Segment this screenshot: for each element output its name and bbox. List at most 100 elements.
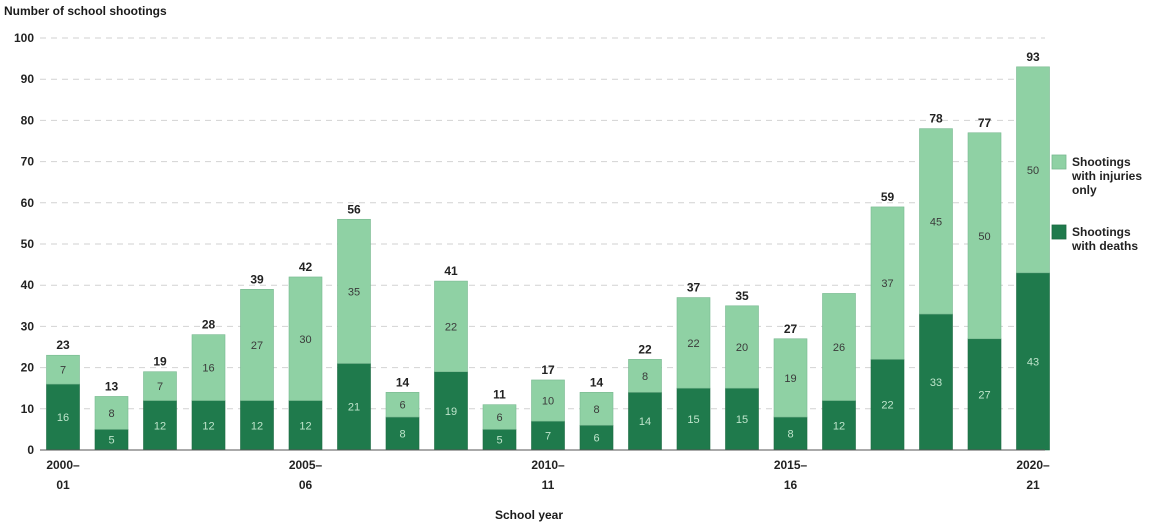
data-label-injuries: 50 xyxy=(1027,165,1039,177)
data-label-total: 41 xyxy=(444,264,458,278)
data-label-injuries: 26 xyxy=(833,342,845,354)
x-tick-label: 2020– xyxy=(1016,458,1050,472)
bar-group: 5 8 13 xyxy=(94,379,129,451)
bar-segment-deaths xyxy=(46,383,80,451)
y-tick-label: 80 xyxy=(21,113,35,127)
bar-group: 8 19 27 xyxy=(773,322,808,451)
data-label-deaths: 12 xyxy=(833,420,845,432)
data-label-total: 23 xyxy=(56,338,70,352)
bar-segment-injuries xyxy=(288,276,323,401)
bar-group: 6 8 14 xyxy=(579,375,614,451)
data-label-deaths: 16 xyxy=(57,412,69,424)
bar-segment-injuries xyxy=(919,128,953,315)
bar-segment-deaths xyxy=(191,400,226,451)
data-label-injuries: 8 xyxy=(108,408,114,420)
data-label-injuries: 37 xyxy=(881,278,893,290)
y-axis-title: Number of school shootings xyxy=(4,4,167,18)
data-label-total: 37 xyxy=(687,281,701,295)
bar-group: 7 10 17 xyxy=(531,363,565,451)
bar-segment-injuries xyxy=(482,404,517,430)
data-label-injuries: 10 xyxy=(542,396,554,408)
data-label-total: 14 xyxy=(396,375,410,389)
data-label-total: 22 xyxy=(638,342,652,356)
data-label-injuries: 7 xyxy=(157,381,163,393)
x-tick-label: 21 xyxy=(1026,478,1040,492)
data-label-injuries: 6 xyxy=(399,400,405,412)
data-label-deaths: 12 xyxy=(202,420,214,432)
data-label-deaths: 12 xyxy=(251,420,263,432)
bar-segment-deaths xyxy=(870,359,905,451)
data-label-injuries: 27 xyxy=(251,340,263,352)
data-label-total: 77 xyxy=(978,116,992,130)
bar-group: 12 30 42 xyxy=(288,260,323,451)
bar-segment-injuries xyxy=(337,218,371,364)
x-axis-ticks: 2000– 01 2005– 06 2010– 11 2015– 16 2020– 21 xyxy=(46,458,1050,492)
bar-segment-deaths xyxy=(288,400,323,451)
data-label-deaths: 5 xyxy=(108,435,114,447)
x-tick-label: 16 xyxy=(784,478,798,492)
data-label-injuries: 19 xyxy=(784,373,796,385)
x-axis-title: School year xyxy=(495,508,563,522)
bar-group: 12 16 28 xyxy=(191,318,226,451)
bar-group: 15 20 35 xyxy=(725,289,759,451)
data-label-deaths: 19 xyxy=(445,406,457,418)
data-label-deaths: 8 xyxy=(787,429,793,441)
bar-segment-deaths xyxy=(240,400,274,451)
y-tick-label: 100 xyxy=(14,31,34,45)
bar-segment-deaths xyxy=(337,363,371,451)
x-tick-label: 2000– xyxy=(46,458,80,472)
bar-segment-injuries xyxy=(531,379,565,422)
bar-group: 14 8 22 xyxy=(628,342,662,451)
data-label-injuries: 22 xyxy=(445,321,457,333)
bar-segment-injuries xyxy=(94,396,129,430)
y-tick-label: 30 xyxy=(21,319,35,333)
data-label-injuries: 16 xyxy=(202,363,214,375)
bar-group: 22 37 59 xyxy=(870,190,905,451)
data-label-total: 35 xyxy=(735,289,749,303)
bar-group: 12 27 39 xyxy=(240,272,274,451)
data-label-injuries: 45 xyxy=(930,216,942,228)
bar-group: 12 26 xyxy=(822,293,856,451)
data-label-total: 78 xyxy=(929,112,943,126)
data-label-deaths: 8 xyxy=(399,429,405,441)
bar-segment-deaths xyxy=(676,387,711,451)
data-label-injuries: 22 xyxy=(687,338,699,350)
data-label-injuries: 8 xyxy=(593,404,599,416)
bar-segment-deaths xyxy=(919,313,953,451)
data-label-deaths: 7 xyxy=(545,431,551,443)
data-label-total: 19 xyxy=(153,355,167,369)
bar-segment-injuries xyxy=(822,293,856,401)
data-label-total: 28 xyxy=(202,318,216,332)
data-label-total: 11 xyxy=(493,388,506,402)
data-label-total: 13 xyxy=(105,379,119,393)
y-tick-label: 90 xyxy=(21,72,35,86)
bar-segment-injuries xyxy=(725,305,759,389)
bar-segment-deaths xyxy=(822,400,856,451)
data-label-total: 17 xyxy=(541,363,555,377)
y-axis-ticks: 0 10 20 30 40 50 60 70 80 90 100 xyxy=(14,31,34,457)
data-label-deaths: 12 xyxy=(299,420,311,432)
data-label-injuries: 8 xyxy=(642,371,648,383)
data-label-injuries: 20 xyxy=(736,342,748,354)
data-label-total: 56 xyxy=(347,202,361,216)
data-label-deaths: 22 xyxy=(881,400,893,412)
data-label-total: 14 xyxy=(590,375,604,389)
y-tick-label: 20 xyxy=(21,361,35,375)
x-tick-label: 2015– xyxy=(774,458,808,472)
legend-swatch-injuries xyxy=(1051,154,1067,170)
data-label-deaths: 6 xyxy=(593,433,599,445)
bar-segment-injuries xyxy=(191,334,226,401)
data-label-injuries: 50 xyxy=(978,231,990,243)
bar-segment-deaths xyxy=(434,371,468,451)
data-label-deaths: 27 xyxy=(978,389,990,401)
bar-group: 33 45 78 xyxy=(919,112,953,451)
bar-group: 16 7 23 xyxy=(46,338,80,451)
y-tick-label: 60 xyxy=(21,196,35,210)
bar-segment-injuries xyxy=(676,297,711,389)
bar-group: 21 35 56 xyxy=(337,202,371,451)
x-tick-label: 06 xyxy=(299,478,313,492)
data-label-injuries: 6 xyxy=(496,412,502,424)
bar-segment-injuries xyxy=(870,206,905,360)
legend-label: with injuries xyxy=(1071,169,1142,183)
data-label-deaths: 5 xyxy=(496,435,502,447)
